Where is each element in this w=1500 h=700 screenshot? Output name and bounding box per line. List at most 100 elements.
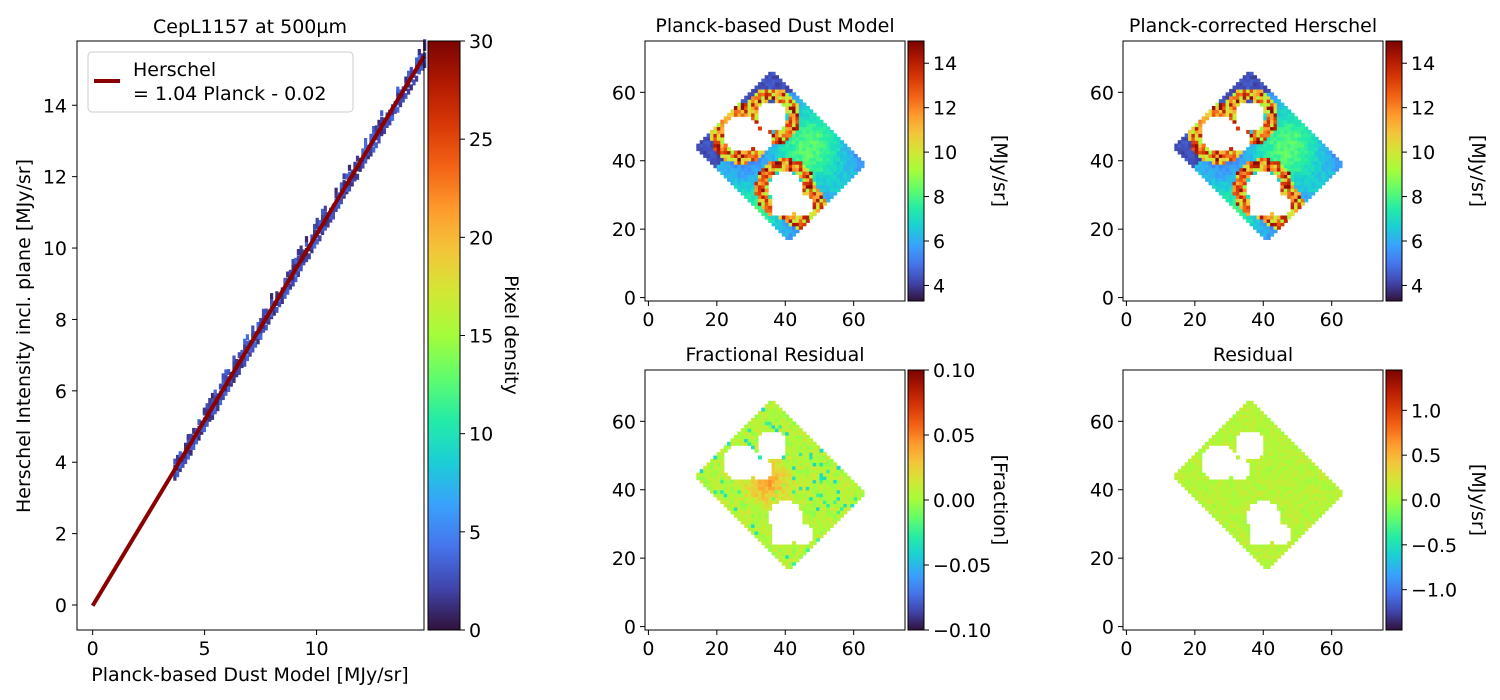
p4-pixel xyxy=(1211,489,1216,494)
p1-pixel xyxy=(819,191,824,196)
p3-pixel xyxy=(812,493,817,498)
p1-pixel xyxy=(716,136,721,141)
p1-pixel xyxy=(764,181,769,186)
p3-pixel xyxy=(768,479,773,484)
p4-pixel xyxy=(1266,489,1271,494)
p4-pixel xyxy=(1314,479,1319,484)
p3-pixel xyxy=(836,469,841,474)
density-cell xyxy=(337,199,341,206)
p4-pixel xyxy=(1232,513,1237,518)
density-cell xyxy=(256,322,260,328)
p3-pixel xyxy=(798,551,803,556)
p1-pixel xyxy=(802,136,807,141)
p1-pixel xyxy=(757,181,762,186)
p1-pixel xyxy=(829,164,834,169)
p1-pixel xyxy=(713,164,718,169)
p2-pixel xyxy=(1242,157,1247,162)
p2-pixel xyxy=(1263,150,1268,155)
p4-pixel xyxy=(1205,479,1210,484)
p2-pixel xyxy=(1297,201,1302,206)
p3-pixel xyxy=(720,482,725,487)
p2-pixel xyxy=(1211,109,1216,114)
density-cell xyxy=(296,249,300,255)
p3-pixel xyxy=(795,428,800,433)
p4-pixel xyxy=(1253,479,1258,484)
p2-pixel xyxy=(1208,164,1213,169)
p4-pixel xyxy=(1294,506,1299,511)
p1-pixel xyxy=(771,85,776,90)
p3-pixel xyxy=(744,517,749,522)
p4-pixel xyxy=(1321,476,1326,481)
p3-pixel xyxy=(788,472,793,477)
p1-pixel xyxy=(809,194,814,199)
p2-pixel xyxy=(1263,88,1268,93)
p2-pixel xyxy=(1232,188,1237,193)
p2-pixel xyxy=(1198,123,1203,128)
p4-pixel xyxy=(1297,520,1302,525)
p3-pixel xyxy=(740,496,745,501)
p3-pixel xyxy=(710,458,715,463)
p1-pixel xyxy=(792,133,797,138)
p2-pixel xyxy=(1191,160,1196,165)
p2-pixel xyxy=(1242,194,1247,199)
p3-pixel xyxy=(716,458,721,463)
p3-pixel xyxy=(836,486,841,491)
p2-pixel xyxy=(1283,177,1288,182)
p2-pixel xyxy=(1242,88,1247,93)
p2-pixel xyxy=(1331,171,1336,176)
p2-pixel xyxy=(1242,153,1247,158)
p1-pixel xyxy=(792,157,797,162)
p3-pixel xyxy=(720,486,725,491)
p3-pixel xyxy=(771,421,776,426)
p3-pixel xyxy=(778,486,783,491)
p3-pixel xyxy=(754,486,759,491)
p4-pixel xyxy=(1205,500,1210,505)
p3-pixel xyxy=(798,500,803,505)
p2-pixel xyxy=(1215,157,1220,162)
p3-pixel xyxy=(761,428,766,433)
p1-pixel xyxy=(768,71,773,76)
p4-pixel xyxy=(1235,479,1240,484)
p2-pixel xyxy=(1290,153,1295,158)
p1-pixel xyxy=(853,157,858,162)
p1-pixel xyxy=(733,181,738,186)
p3-pixel xyxy=(829,503,834,508)
p2-pixel xyxy=(1256,229,1261,234)
p2-pixel xyxy=(1297,126,1302,131)
density-cell xyxy=(423,52,427,59)
p2-pixel xyxy=(1263,157,1268,162)
density-cell xyxy=(248,346,252,353)
p4-pixel xyxy=(1276,465,1281,470)
density-cell xyxy=(259,317,263,324)
p1-pixel xyxy=(764,75,769,80)
p4-pixel xyxy=(1239,424,1244,429)
p1-pixel xyxy=(812,177,817,182)
p2-pixel xyxy=(1273,140,1278,145)
p4-pixel xyxy=(1307,510,1312,515)
p2-pixel xyxy=(1215,181,1220,186)
p3-pixel xyxy=(740,479,745,484)
p1-pixel xyxy=(740,188,745,193)
p3-pixel xyxy=(809,544,814,549)
p1-pixel xyxy=(744,167,749,172)
p2-pixel xyxy=(1242,92,1247,97)
p3-pixel xyxy=(788,554,793,559)
p1-pixel xyxy=(785,95,790,100)
p1-pixel xyxy=(816,136,821,141)
p3-pixel xyxy=(764,486,769,491)
p3-pixel xyxy=(809,469,814,474)
p3-pixel xyxy=(798,472,803,477)
p4-pixel xyxy=(1256,411,1261,416)
p2-pixel xyxy=(1242,205,1247,210)
p2-pixel xyxy=(1276,160,1281,165)
p4-pixel xyxy=(1324,486,1329,491)
p3-pixel xyxy=(805,517,810,522)
p3-pixel xyxy=(822,469,827,474)
p1-pixel xyxy=(778,95,783,100)
p4-pixel xyxy=(1184,486,1189,491)
p2-pixel xyxy=(1311,136,1316,141)
p2-pixel xyxy=(1263,116,1268,121)
p2-pixel xyxy=(1242,191,1247,196)
